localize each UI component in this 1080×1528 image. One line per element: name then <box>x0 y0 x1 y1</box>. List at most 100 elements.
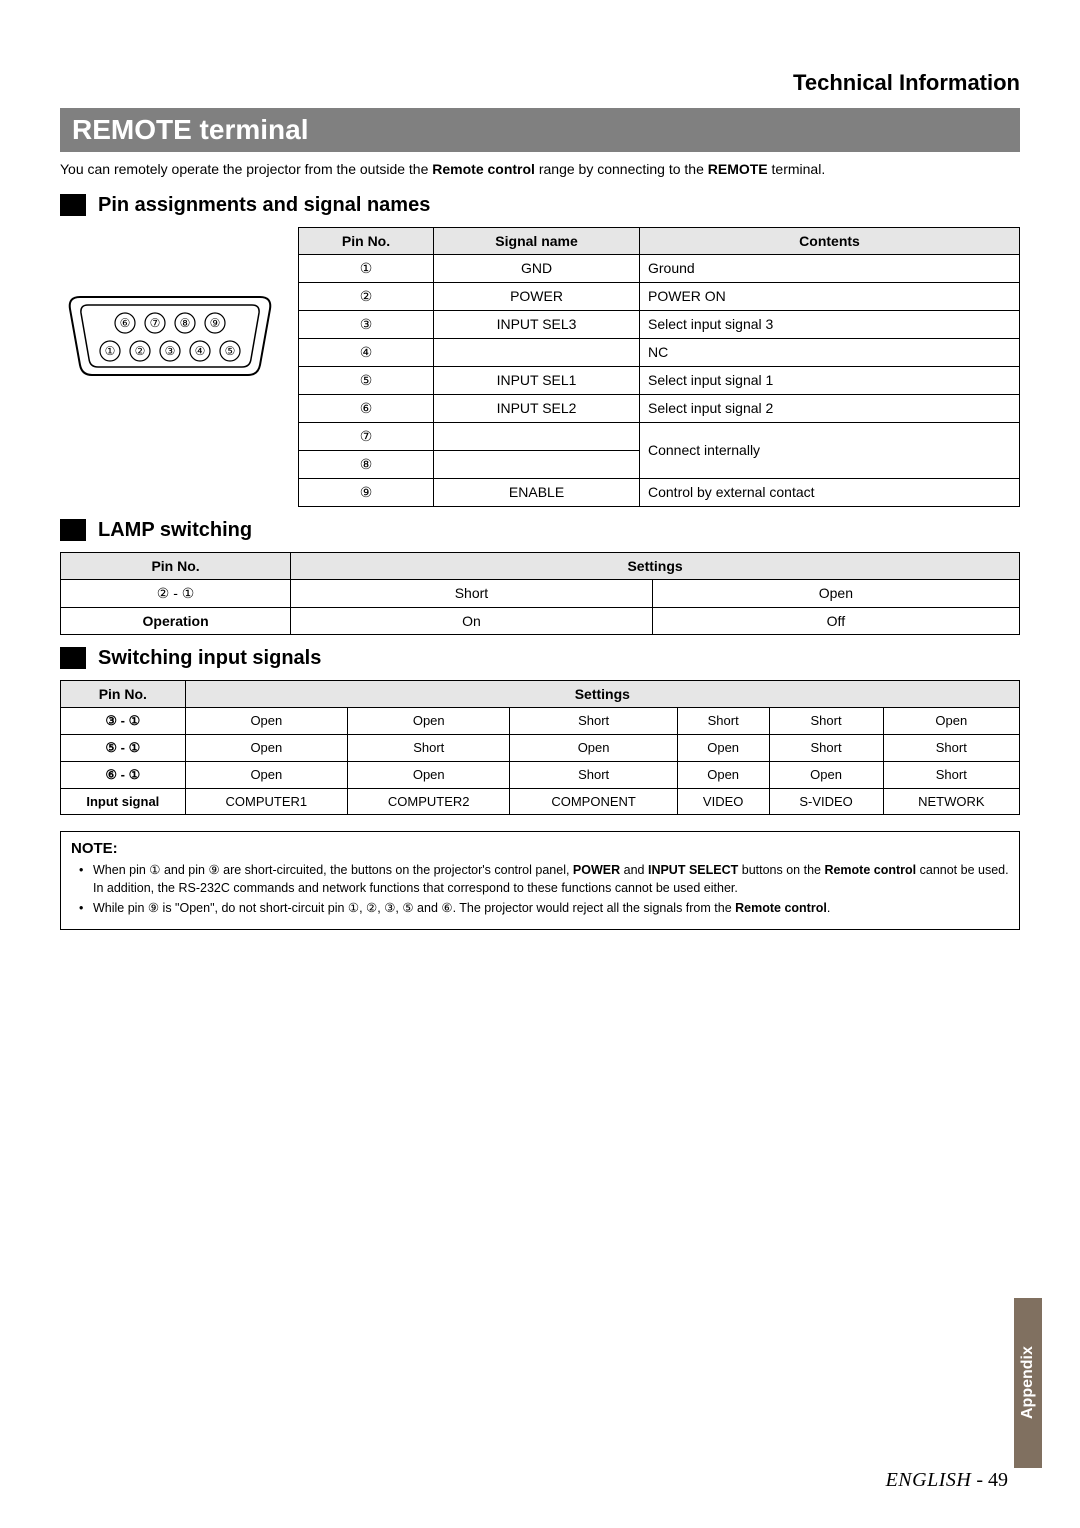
footer-lang: ENGLISH <box>886 1469 972 1491</box>
section-3-title: Switching input signals <box>98 647 321 670</box>
heading-block-icon <box>60 519 86 541</box>
svg-text:③: ③ <box>165 344 176 358</box>
table-header-row: Pin No. Settings <box>61 552 1020 579</box>
cell-signal: ENABLE <box>434 478 640 506</box>
intro-a: You can remotely operate the projector f… <box>60 161 432 177</box>
th-pin-no: Pin No. <box>61 552 291 579</box>
cell: Short <box>291 579 653 607</box>
cell-contents: Select input signal 1 <box>640 366 1020 394</box>
svg-text:⑤: ⑤ <box>225 344 236 358</box>
svg-text:⑨: ⑨ <box>210 316 221 330</box>
cell: Open <box>185 761 347 788</box>
table-row: ② - ① Short Open <box>61 579 1020 607</box>
cell-signal <box>434 450 640 478</box>
main-title: REMOTE terminal <box>60 108 1020 152</box>
svg-text:①: ① <box>105 344 116 358</box>
connector-diagram: ⑥ ⑦ ⑧ ⑨ ① ② ③ ④ ⑤ <box>60 277 280 387</box>
note1-d: INPUT SELECT <box>648 863 738 877</box>
note-title: NOTE: <box>71 840 1009 857</box>
table-row: ⑤ - ① Open Short Open Open Short Short <box>61 734 1020 761</box>
table-row: ④ NC <box>299 338 1020 366</box>
footer-sep: - <box>971 1469 988 1491</box>
table-header-row: Pin No. Signal name Contents <box>299 227 1020 254</box>
section-1-title: Pin assignments and signal names <box>98 194 430 217</box>
cell-pin: ④ <box>299 338 434 366</box>
cell: Open <box>185 734 347 761</box>
table-row: ⑥ - ① Open Open Short Open Open Short <box>61 761 1020 788</box>
cell-pin: ② <box>299 282 434 310</box>
heading-block-icon <box>60 194 86 216</box>
cell-contents: Select input signal 2 <box>640 394 1020 422</box>
note2-b: Remote control <box>735 901 827 915</box>
cell: Open <box>769 761 883 788</box>
cell: Short <box>769 707 883 734</box>
cell-contents: POWER ON <box>640 282 1020 310</box>
cell-signal: INPUT SEL2 <box>434 394 640 422</box>
note1-c: and <box>620 863 648 877</box>
cell: Short <box>677 707 769 734</box>
cell: COMPUTER1 <box>185 788 347 814</box>
intro-b: Remote control <box>432 161 535 177</box>
table-row: ⑦Connect internally <box>299 422 1020 450</box>
cell-pin: ③ - ① <box>61 707 186 734</box>
cell: Open <box>510 734 677 761</box>
header-title: Technical Information <box>60 70 1020 96</box>
cell: S-VIDEO <box>769 788 883 814</box>
cell-operation-label: Operation <box>61 607 291 634</box>
pin-assignments-section: ⑥ ⑦ ⑧ ⑨ ① ② ③ ④ ⑤ Pin No. Signal name Co… <box>60 227 1020 507</box>
cell: Short <box>510 761 677 788</box>
section-1-heading: Pin assignments and signal names <box>60 194 1020 217</box>
cell-contents: NC <box>640 338 1020 366</box>
cell: VIDEO <box>677 788 769 814</box>
cell: On <box>291 607 653 634</box>
cell-pin: ⑨ <box>299 478 434 506</box>
note1-f: Remote control <box>824 863 916 877</box>
section-2-title: LAMP switching <box>98 519 252 542</box>
svg-text:④: ④ <box>195 344 206 358</box>
note1-b: POWER <box>573 863 620 877</box>
cell: COMPUTER2 <box>348 788 510 814</box>
cell-pin: ① <box>299 254 434 282</box>
input-signals-table: Pin No. Settings ③ - ① Open Open Short S… <box>60 680 1020 815</box>
cell-input-signal-label: Input signal <box>61 788 186 814</box>
th-settings: Settings <box>291 552 1020 579</box>
table-row: ⑨ENABLEControl by external contact <box>299 478 1020 506</box>
table-row: ③INPUT SEL3Select input signal 3 <box>299 310 1020 338</box>
cell-contents-merged: Connect internally <box>640 422 1020 478</box>
cell-pin: ⑥ <box>299 394 434 422</box>
svg-text:⑥: ⑥ <box>120 316 131 330</box>
cell-pin: ⑧ <box>299 450 434 478</box>
table-row: ⑥INPUT SEL2Select input signal 2 <box>299 394 1020 422</box>
th-signal-name: Signal name <box>434 227 640 254</box>
table-row: ⑤INPUT SEL1Select input signal 1 <box>299 366 1020 394</box>
svg-text:⑦: ⑦ <box>150 316 161 330</box>
cell: Short <box>769 734 883 761</box>
cell: Short <box>883 761 1019 788</box>
cell: Short <box>348 734 510 761</box>
cell-pin: ③ <box>299 310 434 338</box>
footer-page-number: 49 <box>988 1469 1008 1491</box>
cell-pin: ⑤ <box>299 366 434 394</box>
cell: NETWORK <box>883 788 1019 814</box>
cell-signal: GND <box>434 254 640 282</box>
cell-signal: POWER <box>434 282 640 310</box>
cell-pin: ⑥ - ① <box>61 761 186 788</box>
heading-block-icon <box>60 647 86 669</box>
note1-a: When pin ① and pin ⑨ are short-circuited… <box>93 863 573 877</box>
table-row: ②POWERPOWER ON <box>299 282 1020 310</box>
table-row: ③ - ① Open Open Short Short Short Open <box>61 707 1020 734</box>
intro-e: terminal. <box>768 161 826 177</box>
th-pin-no: Pin No. <box>299 227 434 254</box>
cell: Open <box>348 707 510 734</box>
table-row: Operation On Off <box>61 607 1020 634</box>
cell-contents: Control by external contact <box>640 478 1020 506</box>
intro-text: You can remotely operate the projector f… <box>60 160 1020 180</box>
cell: Short <box>883 734 1019 761</box>
cell: Open <box>185 707 347 734</box>
cell: Short <box>510 707 677 734</box>
note-item-2: While pin ⑨ is "Open", do not short-circ… <box>93 899 1009 917</box>
intro-c: range by connecting to the <box>535 161 708 177</box>
th-contents: Contents <box>640 227 1020 254</box>
note1-e: buttons on the <box>738 863 824 877</box>
svg-text:⑧: ⑧ <box>180 316 191 330</box>
